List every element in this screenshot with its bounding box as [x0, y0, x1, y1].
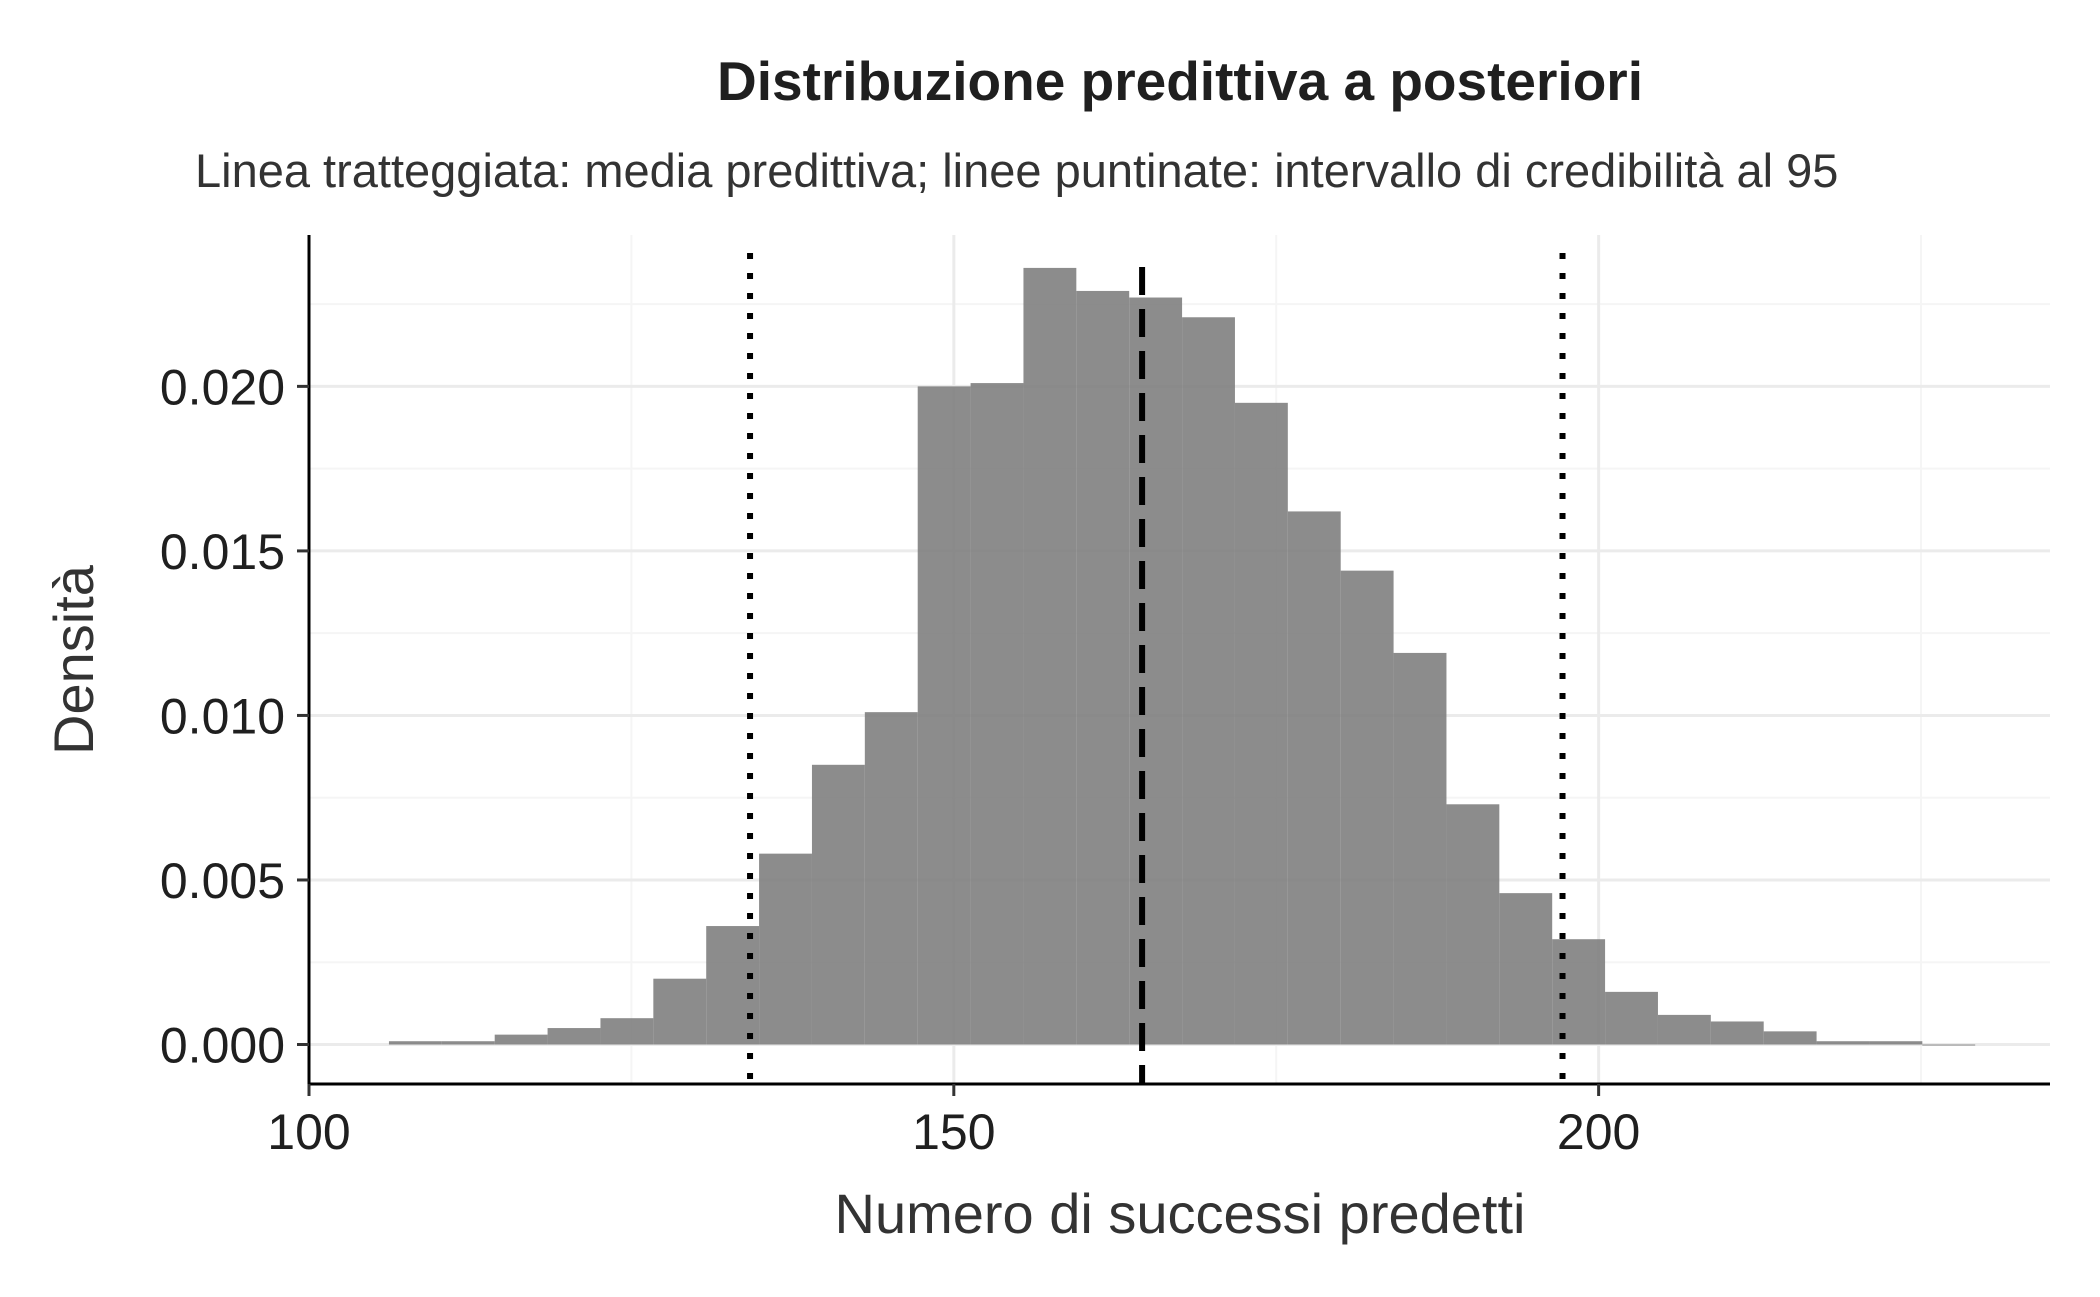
axes: 100 150 200 0.000 0.005 0.010 0.015 0.020 — [160, 235, 2050, 1160]
y-tick-label: 0.000 — [160, 1018, 285, 1074]
histogram-bar — [1869, 1041, 1923, 1045]
histogram-bar — [864, 712, 918, 1045]
histogram-bar — [388, 1041, 442, 1045]
chart-title: Distribuzione predittiva a posteriori — [717, 50, 1643, 112]
histogram-bar — [1922, 1044, 1976, 1046]
y-tick-label: 0.015 — [160, 524, 285, 580]
x-tick-label: 100 — [267, 1104, 350, 1160]
histogram-bar — [811, 764, 865, 1045]
x-tick-label: 200 — [1557, 1104, 1640, 1160]
histogram-bar — [1234, 402, 1288, 1045]
histogram-bar — [917, 386, 971, 1045]
histogram-bar — [1605, 991, 1658, 1045]
histogram-bar — [1340, 570, 1394, 1045]
histogram-bar — [1023, 267, 1077, 1045]
histogram-bar — [759, 853, 812, 1045]
y-axis-title: Densità — [42, 564, 105, 755]
y-tick-label: 0.005 — [160, 853, 285, 909]
histogram-bar — [441, 1041, 495, 1045]
chart-subtitle: Linea tratteggiata: media predittiva; li… — [195, 144, 1838, 197]
y-tick-label: 0.010 — [160, 688, 285, 744]
reference-lines — [747, 253, 1566, 1084]
histogram-bars — [388, 267, 1976, 1046]
histogram-bar — [1182, 317, 1235, 1045]
x-tick-label: 150 — [912, 1104, 995, 1160]
histogram-bar — [1816, 1041, 1870, 1045]
histogram-bar — [653, 978, 707, 1045]
histogram-bar — [547, 1028, 601, 1045]
histogram-bar — [1287, 511, 1341, 1045]
histogram-bar — [1499, 893, 1553, 1045]
histogram-bar — [1657, 1014, 1711, 1045]
histogram-bar — [600, 1018, 654, 1045]
histogram-bar — [1446, 804, 1500, 1045]
histogram-bar — [494, 1034, 548, 1045]
histogram-bar — [1076, 290, 1130, 1045]
y-tick-label: 0.020 — [160, 359, 285, 415]
histogram-bar — [1129, 297, 1183, 1045]
histogram-bar — [706, 926, 760, 1045]
x-axis-title: Numero di successi predetti — [835, 1182, 1526, 1245]
histogram-bar — [1710, 1021, 1764, 1045]
histogram-bar — [1763, 1031, 1817, 1045]
histogram-bar — [970, 383, 1024, 1045]
histogram-bar — [1393, 652, 1447, 1045]
